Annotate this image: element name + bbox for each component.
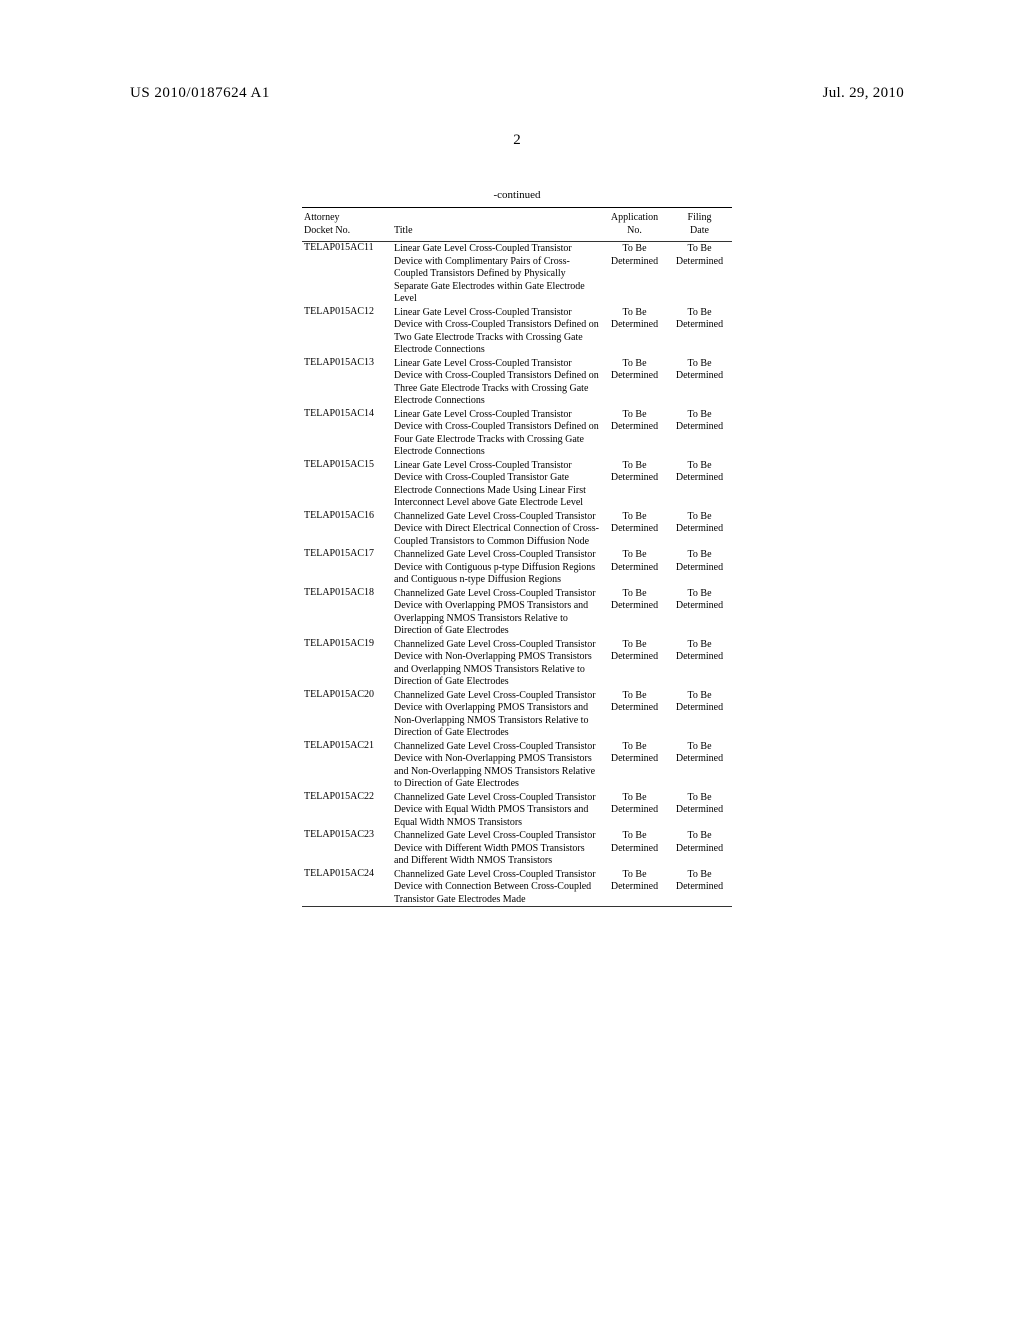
docket-table: AttorneyDocket No. Title ApplicationNo. … — [302, 208, 732, 241]
cell-appno: To BeDetermined — [602, 829, 667, 868]
table-row: TELAP015AC23Channelized Gate Level Cross… — [302, 829, 732, 868]
cell-docket: TELAP015AC19 — [302, 638, 392, 689]
cell-date: To BeDetermined — [667, 306, 732, 357]
cell-date: To BeDetermined — [667, 357, 732, 408]
table-row: TELAP015AC15Linear Gate Level Cross-Coup… — [302, 459, 732, 510]
cell-docket: TELAP015AC20 — [302, 689, 392, 740]
cell-docket: TELAP015AC17 — [302, 548, 392, 587]
table-row: TELAP015AC11Linear Gate Level Cross-Coup… — [302, 242, 732, 306]
cell-date: To BeDetermined — [667, 408, 732, 459]
cell-title: Linear Gate Level Cross-Coupled Transist… — [392, 408, 602, 459]
cell-date: To BeDetermined — [667, 740, 732, 791]
cell-date: To BeDetermined — [667, 510, 732, 549]
cell-docket: TELAP015AC22 — [302, 791, 392, 830]
cell-appno: To BeDetermined — [602, 587, 667, 638]
cell-appno: To BeDetermined — [602, 408, 667, 459]
cell-title: Linear Gate Level Cross-Coupled Transist… — [392, 357, 602, 408]
table-row: TELAP015AC13Linear Gate Level Cross-Coup… — [302, 357, 732, 408]
cell-date: To BeDetermined — [667, 459, 732, 510]
table-row: TELAP015AC18Channelized Gate Level Cross… — [302, 587, 732, 638]
cell-title: Channelized Gate Level Cross-Coupled Tra… — [392, 791, 602, 830]
cell-title: Channelized Gate Level Cross-Coupled Tra… — [392, 638, 602, 689]
cell-date: To BeDetermined — [667, 587, 732, 638]
cell-date: To BeDetermined — [667, 868, 732, 907]
table-row: TELAP015AC20Channelized Gate Level Cross… — [302, 689, 732, 740]
cell-appno: To BeDetermined — [602, 689, 667, 740]
cell-appno: To BeDetermined — [602, 548, 667, 587]
cell-docket: TELAP015AC14 — [302, 408, 392, 459]
cell-date: To BeDetermined — [667, 242, 732, 306]
col-header-date: FilingDate — [667, 208, 732, 241]
cell-title: Channelized Gate Level Cross-Coupled Tra… — [392, 510, 602, 549]
cell-title: Linear Gate Level Cross-Coupled Transist… — [392, 306, 602, 357]
page-number: 2 — [130, 132, 904, 149]
cell-appno: To BeDetermined — [602, 459, 667, 510]
publication-number: US 2010/0187624 A1 — [130, 85, 270, 102]
cell-appno: To BeDetermined — [602, 638, 667, 689]
table-bottom-rule — [302, 906, 732, 907]
cell-title: Channelized Gate Level Cross-Coupled Tra… — [392, 548, 602, 587]
cell-docket: TELAP015AC11 — [302, 242, 392, 306]
cell-date: To BeDetermined — [667, 548, 732, 587]
table-row: TELAP015AC22Channelized Gate Level Cross… — [302, 791, 732, 830]
table-row: TELAP015AC19Channelized Gate Level Cross… — [302, 638, 732, 689]
cell-docket: TELAP015AC23 — [302, 829, 392, 868]
cell-date: To BeDetermined — [667, 689, 732, 740]
cell-appno: To BeDetermined — [602, 791, 667, 830]
table-row: TELAP015AC21Channelized Gate Level Cross… — [302, 740, 732, 791]
patent-table: -continued AttorneyDocket No. Title Appl… — [302, 189, 732, 907]
cell-docket: TELAP015AC16 — [302, 510, 392, 549]
docket-table-body: TELAP015AC11Linear Gate Level Cross-Coup… — [302, 242, 732, 906]
cell-title: Channelized Gate Level Cross-Coupled Tra… — [392, 868, 602, 907]
cell-appno: To BeDetermined — [602, 868, 667, 907]
cell-appno: To BeDetermined — [602, 242, 667, 306]
cell-appno: To BeDetermined — [602, 510, 667, 549]
table-row: TELAP015AC24Channelized Gate Level Cross… — [302, 868, 732, 907]
cell-title: Linear Gate Level Cross-Coupled Transist… — [392, 242, 602, 306]
cell-docket: TELAP015AC18 — [302, 587, 392, 638]
table-row: TELAP015AC14Linear Gate Level Cross-Coup… — [302, 408, 732, 459]
cell-date: To BeDetermined — [667, 829, 732, 868]
cell-docket: TELAP015AC13 — [302, 357, 392, 408]
cell-title: Channelized Gate Level Cross-Coupled Tra… — [392, 740, 602, 791]
col-header-title: Title — [392, 208, 602, 241]
cell-title: Channelized Gate Level Cross-Coupled Tra… — [392, 829, 602, 868]
cell-title: Linear Gate Level Cross-Coupled Transist… — [392, 459, 602, 510]
continued-label: -continued — [302, 189, 732, 201]
cell-date: To BeDetermined — [667, 791, 732, 830]
table-row: TELAP015AC16Channelized Gate Level Cross… — [302, 510, 732, 549]
page-header: US 2010/0187624 A1 Jul. 29, 2010 — [130, 85, 904, 102]
cell-docket: TELAP015AC12 — [302, 306, 392, 357]
cell-date: To BeDetermined — [667, 638, 732, 689]
cell-appno: To BeDetermined — [602, 357, 667, 408]
table-row: TELAP015AC17Channelized Gate Level Cross… — [302, 548, 732, 587]
cell-docket: TELAP015AC24 — [302, 868, 392, 907]
col-header-appno: ApplicationNo. — [602, 208, 667, 241]
publication-date: Jul. 29, 2010 — [823, 85, 904, 102]
cell-title: Channelized Gate Level Cross-Coupled Tra… — [392, 587, 602, 638]
col-header-docket: AttorneyDocket No. — [302, 208, 392, 241]
cell-docket: TELAP015AC15 — [302, 459, 392, 510]
cell-title: Channelized Gate Level Cross-Coupled Tra… — [392, 689, 602, 740]
cell-appno: To BeDetermined — [602, 306, 667, 357]
table-body: TELAP015AC11Linear Gate Level Cross-Coup… — [302, 242, 732, 906]
cell-appno: To BeDetermined — [602, 740, 667, 791]
table-head: AttorneyDocket No. Title ApplicationNo. … — [302, 208, 732, 241]
cell-docket: TELAP015AC21 — [302, 740, 392, 791]
table-row: TELAP015AC12Linear Gate Level Cross-Coup… — [302, 306, 732, 357]
